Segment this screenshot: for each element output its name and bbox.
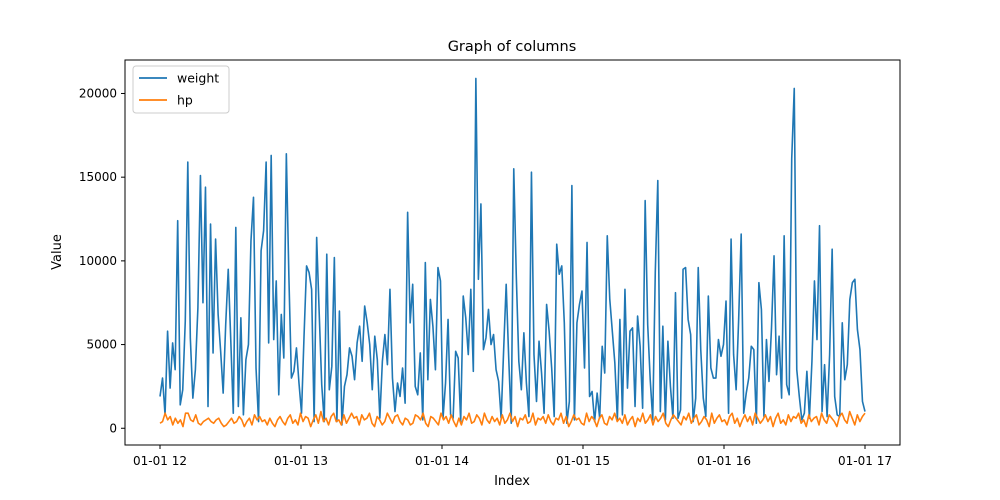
series-line-hp	[159, 410, 866, 428]
chart-title: Graph of columns	[448, 39, 577, 55]
series-line-weight	[159, 77, 866, 426]
y-tick-label: 5000	[86, 338, 117, 352]
x-tick-label: 01-01 15	[556, 454, 610, 468]
legend-entries: weight hp	[139, 71, 219, 108]
y-tick-label: 10000	[79, 254, 117, 268]
y-tick-label: 20000	[79, 86, 117, 100]
legend-label-weight: weight	[177, 71, 219, 86]
series-layer	[159, 77, 866, 428]
y-axis: 0 5000 10000 15000 20000	[79, 86, 125, 435]
x-axis: 01-01 12 01-01 13 01-01 14 01-01 15 01-01 16…	[133, 445, 892, 468]
legend: weight hp	[132, 65, 230, 114]
y-tick-label: 15000	[79, 170, 117, 184]
x-tick-label: 01-01 13	[274, 454, 328, 468]
x-axis-label: Index	[494, 474, 530, 489]
x-tick-label: 01-01 16	[697, 454, 751, 468]
x-tick-label: 01-01 14	[415, 454, 469, 468]
plot-frame	[124, 59, 901, 446]
legend-label-hp: hp	[177, 93, 193, 108]
y-axis-label: Value	[50, 234, 65, 270]
x-tick-label: 01-01 12	[133, 454, 187, 468]
y-tick-label: 0	[109, 421, 117, 435]
x-tick-label: 01-01 17	[838, 454, 892, 468]
